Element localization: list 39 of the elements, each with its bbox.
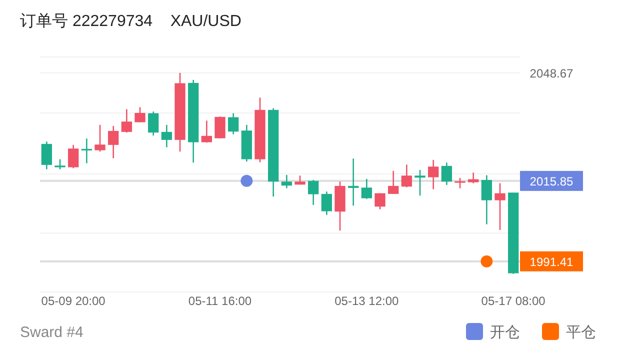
candlestick (201, 120, 212, 144)
candlestick (441, 162, 452, 186)
text: Sward #4 (20, 324, 84, 341)
candlestick (108, 125, 119, 159)
candlestick (41, 140, 52, 170)
y-tick-label: 1991.41 (530, 254, 574, 269)
candlestick (214, 116, 226, 139)
candlestick (321, 190, 332, 216)
legend-label: 平仓 (566, 324, 596, 341)
candlestick (414, 169, 426, 196)
candlestick (161, 124, 172, 148)
chart-title: 订单号 222279734 XAU/USD (20, 12, 242, 30)
candlestick (134, 106, 146, 123)
candlestick (121, 108, 132, 134)
y-tick-label: 2015.85 (530, 174, 574, 188)
candlestick (308, 179, 319, 206)
candlestick (454, 177, 466, 189)
candlestick (94, 124, 106, 152)
candlestick (348, 158, 359, 206)
candlestick (468, 172, 479, 184)
candlestick (401, 164, 412, 188)
candlestick (228, 112, 239, 135)
candlestick (81, 138, 92, 164)
candlestick (361, 178, 372, 200)
x-tick-label: 05-09 20:00 (41, 294, 106, 308)
candlestick (494, 182, 506, 231)
legend-label: 开仓 (490, 324, 520, 341)
x-tick-label: 05-17 08:00 (481, 294, 546, 308)
candlestick (68, 144, 79, 169)
candlestick (374, 192, 386, 210)
candlestick (428, 159, 439, 190)
y-tick-label: 2048.67 (530, 66, 574, 80)
candlestick (388, 170, 399, 195)
candlestick (481, 174, 492, 225)
x-tick-label: 05-13 12:00 (334, 294, 400, 308)
x-tick-label: 05-11 16:00 (188, 294, 252, 308)
candlestick (281, 174, 292, 189)
candlestick (148, 110, 159, 136)
candlestick (54, 158, 66, 170)
